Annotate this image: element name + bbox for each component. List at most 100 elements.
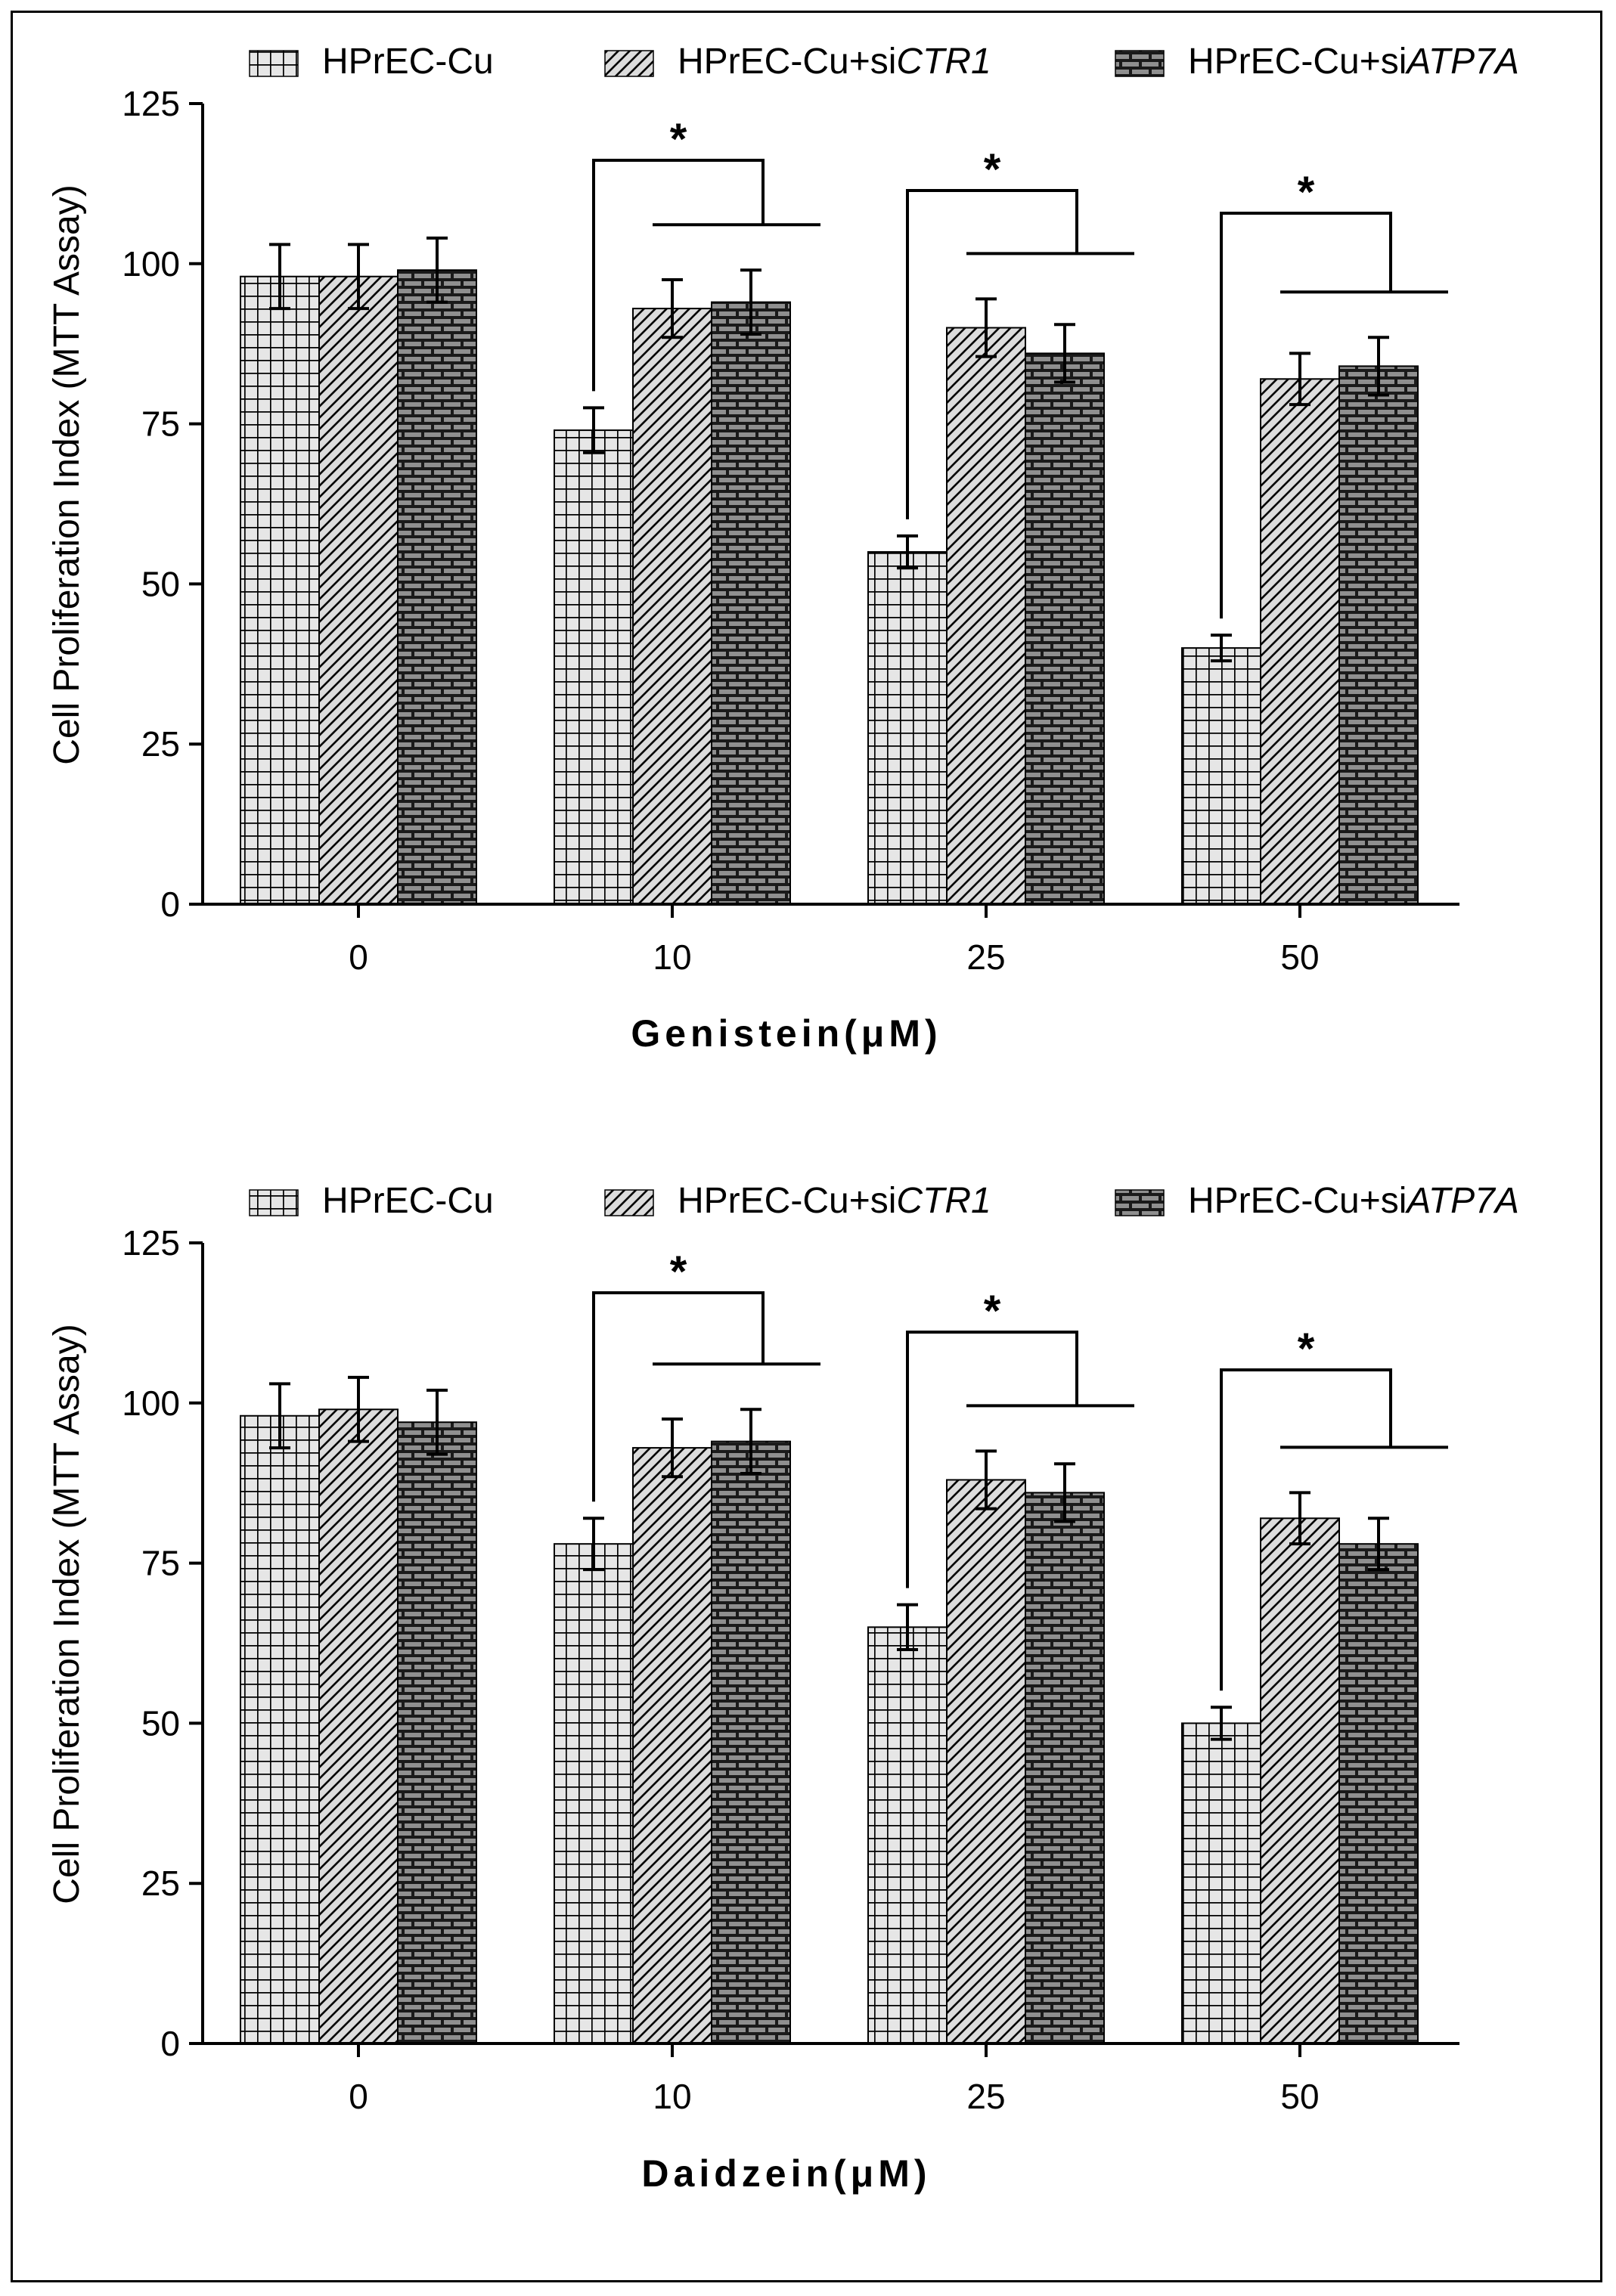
y-tick-label: 0: [160, 885, 180, 924]
x-tick-label: 25: [966, 937, 1005, 977]
x-tick-label: 10: [653, 2077, 691, 2116]
bar-brick-0: [397, 269, 477, 906]
legend-label-plain: HPrEC-Cu+si: [1188, 1181, 1407, 1221]
legend-label-plain: HPrEC-Cu+si: [1188, 42, 1407, 82]
significance-brackets: * * *: [592, 115, 1448, 619]
bar-grid-0: [240, 275, 320, 905]
significance-star: *: [670, 115, 687, 164]
legend-item-grid: HPrEC-Cu: [249, 42, 494, 82]
bar-series: [240, 1408, 1419, 2045]
bar-grid-25: [867, 551, 948, 905]
x-axis-title: Genistein(μM): [631, 1012, 941, 1055]
y-tick-label: 50: [141, 1703, 180, 1743]
significance-bracket-10: *: [592, 1247, 820, 1502]
legend: HPrEC-Cu HPrEC-Cu+siCTR1 HPrEC-Cu+siATP7A: [249, 1181, 1519, 1221]
error-bar: [1368, 1517, 1389, 1572]
legend-label-plain: HPrEC-Cu+si: [678, 1181, 896, 1221]
error-bars: [269, 236, 1389, 663]
error-bar: [1289, 1491, 1310, 1546]
legend-item-grid: HPrEC-Cu: [249, 1181, 494, 1221]
y-tick-label: 75: [141, 1544, 180, 1583]
error-bar: [269, 243, 290, 311]
bracket-line: [906, 189, 1078, 519]
y-axis-title: Cell Proliferation Index (MTT Assay): [47, 184, 87, 764]
error-bar: [269, 1382, 290, 1450]
legend-label-italic: ATP7A: [1404, 1181, 1519, 1221]
significance-star: *: [670, 1247, 687, 1297]
legend-label: HPrEC-Cu+siCTR1: [678, 1181, 991, 1221]
error-bar: [740, 1408, 761, 1475]
genistein-panel: HPrEC-Cu HPrEC-Cu+siCTR1 HPrEC-Cu+siATP7A …: [47, 42, 1519, 1055]
significance-star: *: [1298, 1325, 1315, 1374]
y-tick-label: 100: [122, 1383, 180, 1423]
legend-label: HPrEC-Cu+siATP7A: [1188, 1181, 1519, 1221]
legend-swatch: [1115, 50, 1165, 77]
y-tick-label: 75: [141, 404, 180, 444]
bar-diagonal-10: [632, 308, 712, 905]
error-bar: [1211, 634, 1232, 663]
x-tick-label: 50: [1280, 2077, 1319, 2116]
error-bar: [1211, 1706, 1232, 1741]
bar-grid-10: [554, 1543, 634, 2044]
y-tick-label: 125: [122, 1223, 180, 1263]
error-bar: [583, 1517, 604, 1572]
x-axis-title: Daidzein(μM): [641, 2152, 931, 2195]
bar-diagonal-50: [1260, 1517, 1340, 2044]
error-bar: [975, 1449, 997, 1511]
legend: HPrEC-Cu HPrEC-Cu+siCTR1 HPrEC-Cu+siATP7A: [249, 42, 1519, 82]
bar-grid-50: [1181, 1722, 1261, 2044]
bar-grid-50: [1181, 647, 1261, 905]
legend-item-brick: HPrEC-Cu+siATP7A: [1115, 1181, 1519, 1221]
error-bar: [662, 1417, 683, 1479]
bar-diagonal-25: [946, 1479, 1026, 2044]
legend-label-plain: HPrEC-Cu: [322, 42, 494, 82]
error-bar: [583, 406, 604, 454]
bar-diagonal-50: [1260, 378, 1340, 905]
legend-item-diagonal: HPrEC-Cu+siCTR1: [604, 42, 991, 82]
legend-swatch: [604, 50, 654, 77]
bar-diagonal-0: [318, 275, 399, 905]
bracket-line: [592, 1291, 765, 1502]
y-axis-title: Cell Proliferation Index (MTT Assay): [47, 1324, 87, 1904]
significance-star: *: [984, 145, 1001, 194]
bar-brick-0: [397, 1421, 477, 2044]
bracket-line: [1220, 212, 1392, 619]
y-tick-label: 25: [141, 1864, 180, 1903]
error-bar: [740, 268, 761, 336]
error-bar: [426, 236, 448, 304]
bar-grid-10: [554, 429, 634, 905]
bar-brick-25: [1025, 1492, 1105, 2044]
legend-label-italic: ATP7A: [1404, 42, 1519, 82]
significance-bracket-25: *: [906, 145, 1134, 519]
x-tick-label: 0: [349, 937, 368, 977]
significance-bracket-50: *: [1220, 1325, 1448, 1691]
x-tick-label: 10: [653, 937, 691, 977]
legend-label-italic: CTR1: [896, 1181, 991, 1221]
x-tick-label: 25: [966, 2077, 1005, 2116]
legend-label-plain: HPrEC-Cu+si: [678, 42, 896, 82]
error-bar: [426, 1388, 448, 1456]
bar-diagonal-0: [318, 1408, 399, 2044]
significance-bracket-50: *: [1220, 168, 1448, 619]
error-bar: [348, 1375, 369, 1443]
x-tick-label: 0: [349, 2077, 368, 2116]
bracket-line: [906, 1331, 1078, 1588]
error-bar: [897, 1603, 918, 1651]
legend-label: HPrEC-Cu: [322, 1181, 494, 1221]
significance-bracket-10: *: [592, 115, 820, 392]
legend-label: HPrEC-Cu: [322, 42, 494, 82]
error-bar: [1054, 1462, 1075, 1523]
daidzein-panel: HPrEC-Cu HPrEC-Cu+siCTR1 HPrEC-Cu+siATP7A …: [47, 1181, 1519, 2195]
legend-swatch: [249, 1189, 299, 1216]
bar-grid-25: [867, 1626, 948, 2045]
legend-label: HPrEC-Cu+siATP7A: [1188, 42, 1519, 82]
y-tick-label: 50: [141, 564, 180, 603]
significance-bracket-25: *: [906, 1287, 1134, 1588]
axes: 0 25 50 75 100 125 0 10 25 50: [122, 84, 1459, 977]
error-bar: [1289, 352, 1310, 407]
axes: 0 25 50 75 100 125 0 10 25 50: [122, 1223, 1459, 2116]
bar-series: [240, 269, 1419, 906]
error-bar: [1054, 323, 1075, 384]
legend-swatch: [249, 50, 299, 77]
